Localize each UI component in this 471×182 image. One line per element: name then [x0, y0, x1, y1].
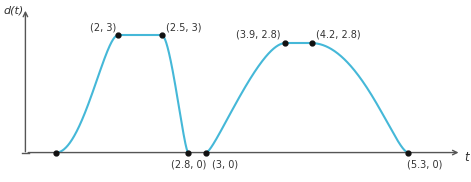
Text: (4.2, 2.8): (4.2, 2.8) — [316, 30, 361, 40]
Text: t: t — [464, 151, 469, 164]
Text: (3, 0): (3, 0) — [212, 160, 238, 170]
Text: (2.8, 0): (2.8, 0) — [171, 160, 206, 170]
Text: (2.5, 3): (2.5, 3) — [166, 22, 202, 32]
Text: (5.3, 0): (5.3, 0) — [406, 160, 442, 170]
Text: (3.9, 2.8): (3.9, 2.8) — [236, 30, 281, 40]
Text: d(t): d(t) — [3, 5, 24, 15]
Text: (2, 3): (2, 3) — [90, 22, 116, 32]
